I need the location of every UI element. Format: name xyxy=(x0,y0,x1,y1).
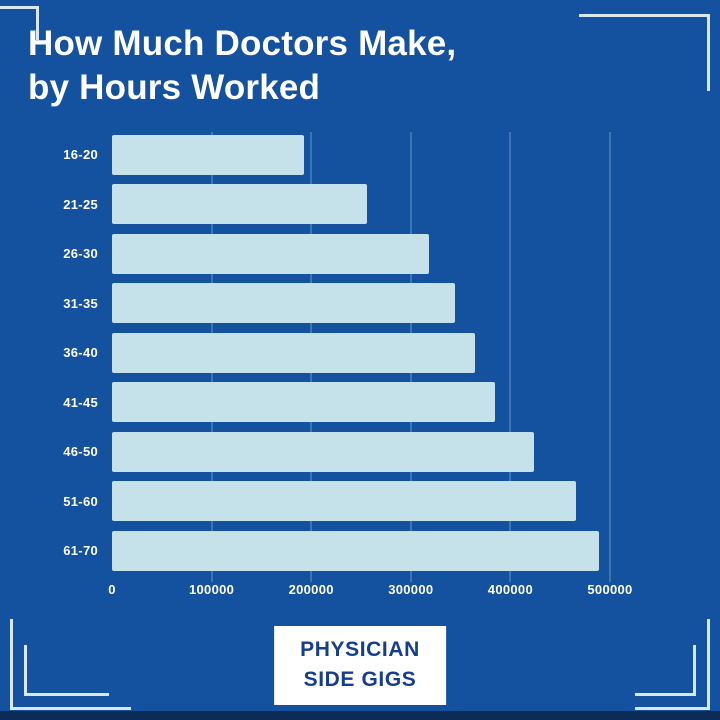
bar-row: 21-25 xyxy=(28,180,610,230)
x-tick-label: 0 xyxy=(108,581,116,597)
corner-bracket-bottom-right-inner xyxy=(635,645,696,696)
bar-row: 61-70 xyxy=(28,526,610,576)
bar xyxy=(112,431,535,472)
bar xyxy=(112,184,367,225)
corner-bracket-top-left-horizontal xyxy=(0,6,36,9)
brand-badge-line1: PHYSICIAN xyxy=(300,638,420,661)
bar xyxy=(112,382,496,423)
category-label: 46-50 xyxy=(63,444,98,460)
bar-track xyxy=(112,431,610,472)
bar-row: 16-20 xyxy=(28,130,610,180)
bar-row: 31-35 xyxy=(28,279,610,329)
chart-title-line2: by Hours Worked xyxy=(28,67,321,107)
bar-row: 26-30 xyxy=(28,229,610,279)
category-label: 61-70 xyxy=(63,543,98,559)
bar xyxy=(112,481,577,522)
bar-track xyxy=(112,530,610,571)
category-label: 41-45 xyxy=(63,394,98,410)
bar-rows: 16-20 21-25 26-30 31-35 36-40 41-45 46-50 51-60… xyxy=(28,130,610,576)
category-label: 21-25 xyxy=(63,196,98,212)
chart-title: How Much Doctors Make, by Hours Worked xyxy=(28,22,456,110)
bar-track xyxy=(112,134,610,175)
bar-row: 46-50 xyxy=(28,427,610,477)
chart-title-line1: How Much Doctors Make, xyxy=(28,24,457,63)
bar xyxy=(112,134,305,175)
bar-track xyxy=(112,283,610,324)
bar xyxy=(112,530,600,571)
bar xyxy=(112,283,455,324)
corner-bracket-bottom-left-outer xyxy=(10,619,131,710)
category-label: 36-40 xyxy=(63,345,98,361)
category-label: 51-60 xyxy=(63,493,98,509)
x-tick-label: 200000 xyxy=(288,581,334,597)
gridline xyxy=(609,132,611,582)
category-label: 16-20 xyxy=(63,147,98,163)
bottom-edge-strip xyxy=(0,711,720,720)
x-axis-tick-labels: 0 100000 200000 300000 400000 500000 xyxy=(108,581,632,602)
bar xyxy=(112,332,475,373)
x-tick-label: 500000 xyxy=(587,581,633,597)
x-tick-label: 300000 xyxy=(388,581,434,597)
bar-row: 36-40 xyxy=(28,328,610,378)
bar-track xyxy=(112,382,610,423)
x-tick-label: 400000 xyxy=(487,581,533,597)
corner-bracket-bottom-right-outer xyxy=(635,619,710,710)
bar xyxy=(112,233,429,274)
brand-badge: PHYSICIAN SIDE GIGS xyxy=(274,626,446,705)
bar-track xyxy=(112,184,610,225)
category-label: 26-30 xyxy=(63,246,98,262)
bar-row: 41-45 xyxy=(28,378,610,428)
bar-track xyxy=(112,332,610,373)
category-label: 31-35 xyxy=(63,295,98,311)
brand-badge-line2: SIDE GIGS xyxy=(303,668,417,692)
corner-bracket-bottom-left-inner xyxy=(24,645,109,696)
bar-track xyxy=(112,481,610,522)
bar-row: 51-60 xyxy=(28,477,610,527)
gridline xyxy=(509,132,512,582)
x-tick-label: 100000 xyxy=(189,581,235,597)
bar-track xyxy=(112,233,610,274)
bar-chart: 16-20 21-25 26-30 31-35 36-40 41-45 46-50 51-60… xyxy=(28,130,632,602)
corner-bracket-top-right xyxy=(579,14,710,91)
